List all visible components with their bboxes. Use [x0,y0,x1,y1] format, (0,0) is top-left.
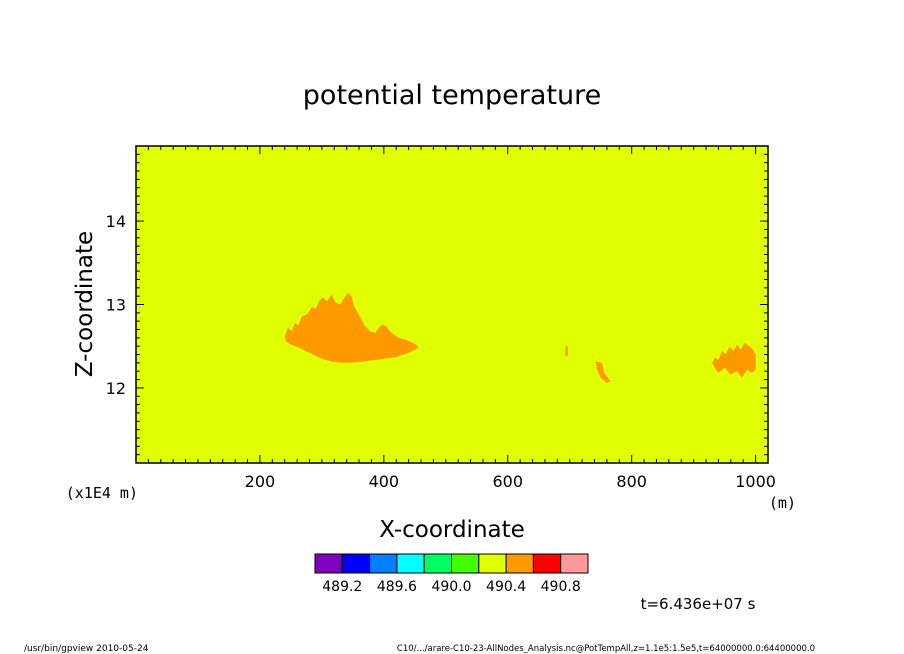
anomaly-main-cell [284,292,419,363]
colorbar-swatch [341,553,371,574]
colorbar-swatch [369,553,398,574]
anomaly-spot-750 [595,361,611,383]
colorbar: 489.2 489.6 490.0 490.4 490.8 [314,553,589,595]
colorbar-label: 490.8 [541,579,581,595]
y-tick-label: 14 [106,212,126,231]
x-tick-label: 600 [492,472,523,491]
colorbar-swatch [396,553,425,574]
footer-left: /usr/bin/gpview 2010-05-24 [24,644,149,654]
colorbar-label: 490.0 [431,579,471,595]
field-background [136,146,768,463]
colorbar-swatch [478,553,507,574]
colorbar-label: 489.6 [377,579,417,595]
x-tick-label: 800 [616,472,647,491]
chart-title: potential temperature [303,80,601,111]
colorbar-label: 489.2 [322,579,362,595]
y-unit-label: (x1E4 m) [66,484,138,502]
colorbar-swatch [560,553,589,574]
axes: 200 400 600 800 1000 12 13 14 [106,145,776,491]
anomaly-spot-940 [712,342,756,378]
x-tick-label: 200 [245,472,276,491]
colorbar-label: 490.4 [486,579,526,595]
y-tick-label: 12 [106,379,126,398]
anomaly-spot-695 [565,346,568,357]
y-tick-label: 13 [106,296,126,315]
x-tick-label: 400 [369,472,400,491]
footer-right: C10/.../arare-C10-23-AllNodes_Analysis.n… [397,644,815,654]
colorbar-swatch [532,553,562,574]
time-label: t=6.436e+07 s [641,595,756,613]
colorbar-swatch [314,553,343,574]
x-unit-label: (m) [769,494,796,512]
colorbar-swatch [505,553,534,574]
colorbar-swatch [423,553,453,574]
x-axis-label: X-coordinate [379,517,525,543]
plot-area [136,146,768,463]
y-axis-label: Z-coordinate [72,231,98,377]
colorbar-swatch [451,553,480,574]
x-tick-label: 1000 [735,472,776,491]
